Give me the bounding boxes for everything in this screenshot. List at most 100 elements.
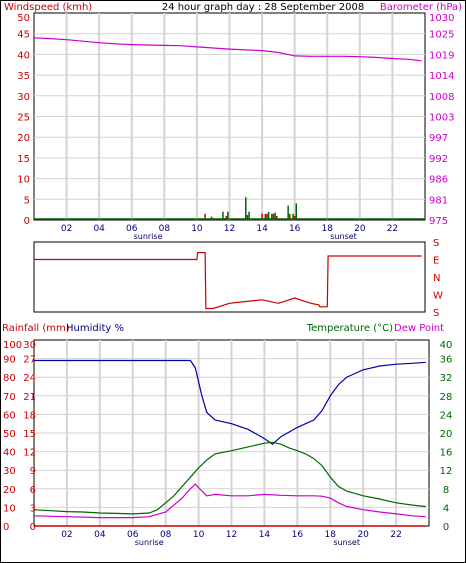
compass-label: N — [433, 273, 440, 284]
rainfall-tick-label: 3 — [30, 503, 36, 514]
compass-label: S — [433, 238, 439, 249]
temperature-tick-label: 4 — [443, 503, 449, 514]
sunrise-label-1: sunrise — [134, 232, 163, 241]
x-tick-label: 16 — [292, 530, 304, 540]
x-tick-label: 12 — [224, 224, 235, 234]
sunset-label-2: sunset — [333, 538, 360, 547]
x-tick-label: 08 — [160, 530, 172, 540]
barometer-tick-label: 975 — [429, 216, 448, 227]
x-tick-label: 14 — [256, 224, 268, 234]
barometer-tick-label: 1014 — [429, 71, 454, 82]
barometer-line — [33, 37, 422, 62]
temperature-axis: 0 4 8 12 16 20 24 28 32 36 40 — [440, 340, 453, 533]
temp-panel-series — [33, 359, 426, 527]
windspeed-tick-label: 30 — [17, 92, 30, 103]
humidity-tick-label: 100 — [3, 340, 22, 351]
wind-direction-line — [34, 251, 422, 310]
rainfall-tick-label: 12 — [23, 448, 36, 459]
barometer-title: Barometer (hPa) — [380, 2, 462, 13]
humidity-line — [34, 359, 426, 445]
windspeed-title: Windspeed (kmh) — [4, 2, 92, 13]
rainfall-axis: 0 3 6 9 12 15 18 21 24 27 30 — [23, 340, 36, 533]
chart-title: 24 hour graph day : 28 September 2008 — [162, 2, 364, 13]
barometer-tick-label: 981 — [429, 195, 448, 206]
humidity-axis: 0 10 20 30 40 50 60 70 80 90 100 — [3, 340, 22, 533]
direction-series — [34, 251, 422, 310]
barometer-tick-label: 992 — [429, 154, 448, 165]
humidity-tick-label: 70 — [3, 392, 16, 403]
rainfall-tick-label: 30 — [23, 340, 36, 351]
wind-panel-series — [33, 37, 425, 220]
rainfall-tick-label: 24 — [23, 373, 36, 384]
barometer-tick-label: 997 — [429, 133, 448, 144]
temperature-tick-label: 28 — [440, 392, 453, 403]
x-tick-label: 10 — [191, 224, 203, 234]
windspeed-tick-label: 20 — [17, 133, 30, 144]
humidity-title: Humidity % — [66, 323, 124, 334]
temperature-tick-label: 32 — [440, 373, 453, 384]
wind-panel-grid — [34, 13, 425, 220]
barometer-tick-label: 1025 — [429, 30, 454, 41]
compass-label: S — [433, 308, 439, 319]
windspeed-tick-label: 25 — [17, 113, 30, 124]
rainfall-tick-label: 27 — [23, 355, 36, 366]
compass-label: E — [433, 256, 439, 267]
x-tick-label: 18 — [322, 224, 334, 234]
x-tick-label: 18 — [325, 530, 337, 540]
humidity-tick-label: 50 — [3, 429, 16, 440]
dewpoint-title: Dew Point — [394, 323, 444, 334]
rainfall-tick-label: 6 — [30, 485, 36, 496]
windspeed-axis: 0 5 10 15 20 25 30 35 40 45 50 — [17, 13, 30, 227]
temperature-tick-label: 16 — [440, 448, 453, 459]
x-tick-label: 02 — [61, 530, 72, 540]
barometer-tick-label: 986 — [429, 175, 448, 186]
barometer-axis: 975 981 986 992 997 1003 1008 1014 1019 1025 1030 — [429, 13, 454, 227]
humidity-tick-label: 30 — [3, 466, 16, 477]
dewpoint-line — [33, 483, 426, 519]
windspeed-tick-label: 50 — [17, 13, 30, 24]
temperature-tick-label: 20 — [440, 429, 453, 440]
temperature-tick-label: 8 — [443, 485, 449, 496]
rainfall-tick-label: 0 — [30, 522, 36, 533]
barometer-tick-label: 1030 — [429, 13, 454, 24]
rainfall-title: Rainfall (mm) — [2, 323, 70, 334]
humidity-tick-label: 10 — [3, 503, 16, 514]
temp-panel-x-axis: 02 04 06 08 10 12 14 16 18 20 22 — [61, 530, 402, 540]
direction-panel-frame — [33, 241, 426, 313]
humidity-tick-label: 60 — [3, 410, 16, 421]
x-tick-label: 04 — [94, 530, 106, 540]
x-tick-label: 10 — [193, 530, 205, 540]
temperature-line — [33, 441, 426, 515]
rainfall-tick-label: 21 — [23, 392, 36, 403]
temperature-title: Temperature (°C) — [306, 323, 393, 334]
windspeed-tick-label: 15 — [17, 154, 30, 165]
rainfall-tick-label: 15 — [23, 429, 36, 440]
temp-panel-grid — [34, 340, 429, 526]
x-tick-label: 06 — [126, 224, 138, 234]
temperature-tick-label: 40 — [440, 340, 453, 351]
compass-label: W — [433, 291, 443, 302]
windspeed-tick-label: 45 — [17, 30, 30, 41]
rainfall-tick-label: 9 — [30, 466, 36, 477]
temperature-tick-label: 36 — [440, 355, 453, 366]
temperature-tick-label: 0 — [443, 522, 449, 533]
barometer-tick-label: 1003 — [429, 113, 454, 124]
barometer-tick-label: 1019 — [429, 50, 454, 61]
rainfall-tick-label: 18 — [23, 410, 36, 421]
humidity-tick-label: 90 — [3, 355, 16, 366]
humidity-tick-label: 80 — [3, 373, 16, 384]
x-tick-label: 12 — [226, 530, 237, 540]
humidity-tick-label: 40 — [3, 448, 16, 459]
x-tick-label: 22 — [390, 530, 401, 540]
x-tick-label: 02 — [61, 224, 72, 234]
humidity-tick-label: 0 — [3, 522, 9, 533]
x-tick-label: 20 — [354, 224, 366, 234]
windspeed-tick-label: 40 — [17, 50, 30, 61]
windspeed-tick-label: 10 — [17, 175, 30, 186]
windspeed-tick-label: 0 — [24, 216, 30, 227]
x-tick-label: 16 — [289, 224, 301, 234]
x-tick-label: 20 — [357, 530, 369, 540]
